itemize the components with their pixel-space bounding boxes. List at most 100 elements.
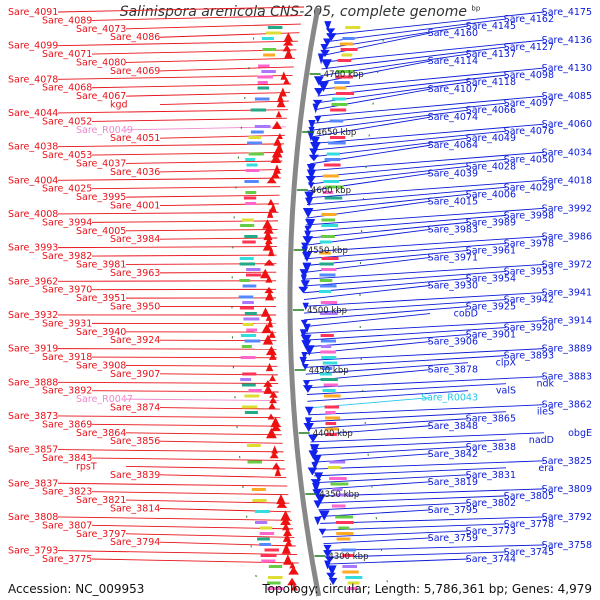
feature-mark	[323, 38, 332, 47]
right-gene-label: Sare_3773	[466, 526, 516, 537]
label-leader	[57, 415, 281, 419]
kbp-tick-label: 4450 kbp	[309, 366, 349, 376]
left-gene-label: Sare_4036	[110, 167, 160, 178]
feature-mark	[335, 521, 354, 524]
left-gene-label: Sare_3775	[42, 554, 92, 565]
right-gene-label: Sare_3805	[504, 491, 554, 502]
feature-mark	[239, 262, 255, 266]
feature-mark	[323, 174, 339, 178]
feature-mark	[326, 572, 336, 580]
feature-mark	[310, 136, 320, 147]
right-gene-label: cobD	[454, 309, 478, 320]
kbp-tick-label: 4300 kbp	[328, 552, 368, 562]
label-leader	[319, 60, 431, 83]
feature-mark	[245, 202, 256, 205]
right-gene-label: Sare_3802	[466, 498, 516, 509]
feature-mark	[330, 108, 347, 112]
label-leader	[321, 523, 507, 531]
feature-mark	[324, 405, 340, 409]
right-gene-label: Sare_4137	[466, 49, 516, 60]
left-gene-label: Sare_4091	[8, 7, 58, 18]
feature-mark	[270, 152, 282, 164]
label-leader	[308, 411, 507, 423]
feature-mark	[282, 39, 294, 46]
feature-mark	[302, 262, 312, 274]
label-leader	[303, 292, 545, 307]
left-gene-label: Sare_3993	[8, 243, 58, 254]
right-gene-label: Sare_4074	[428, 112, 478, 123]
right-gene-label: Sare_4114	[428, 56, 478, 67]
label-leader	[91, 491, 289, 496]
feature-mark	[318, 81, 330, 92]
feature-mark	[245, 191, 257, 194]
feature-mark	[340, 48, 358, 51]
feature-mark	[245, 158, 256, 161]
label-leader	[125, 432, 282, 436]
left-gene-label: Sare_3794	[110, 537, 160, 548]
right-gene-label: Sare_4039	[428, 168, 478, 179]
feature-mark	[261, 37, 274, 40]
right-gene-label: Sare_4085	[542, 91, 592, 102]
leader-lines	[57, 6, 545, 565]
feature-mark	[251, 488, 266, 491]
label-leader	[304, 327, 507, 341]
label-leader	[313, 109, 469, 131]
right-gene-label: Sare_3901	[466, 330, 516, 341]
feature-mark	[304, 191, 315, 202]
feature-mark	[321, 224, 339, 227]
feature-mark	[320, 339, 336, 343]
right-gene-label: Sare_3831	[466, 470, 516, 481]
label-leader	[125, 398, 280, 401]
feature-mark	[288, 566, 299, 575]
feature-mark	[320, 301, 338, 304]
left-gene-label: Sare_3963	[110, 268, 160, 279]
feature-mark	[324, 556, 335, 563]
feature-mark	[319, 279, 333, 282]
label-leader	[159, 508, 291, 513]
feature-mark	[324, 158, 341, 161]
right-gene-label: Sare_4006	[466, 189, 516, 200]
label-leader	[91, 390, 279, 393]
label-leader	[319, 509, 431, 518]
left-gene-label: Sare_4069	[110, 66, 160, 77]
right-gene-label: Sare_3878	[428, 365, 478, 376]
right-gene-label: ileS	[537, 407, 554, 418]
feature-mark	[335, 75, 353, 79]
left-gene-label: Sare_4008	[8, 209, 58, 220]
label-leader	[305, 355, 507, 368]
label-leader	[57, 177, 281, 181]
label-leader	[314, 95, 545, 117]
label-leader	[305, 207, 545, 226]
left-gene-label: Sare_3808	[8, 512, 58, 523]
feature-mark	[305, 175, 316, 185]
feature-mark	[301, 363, 309, 371]
right-gene-label: Sare_4107	[428, 84, 478, 95]
feature-mark	[239, 306, 254, 310]
right-gene-label: Sare_3862	[542, 400, 592, 411]
feature-mark	[279, 87, 287, 97]
label-leader	[304, 313, 431, 328]
right-gene-label: Sare_3942	[504, 295, 554, 306]
feature-mark	[319, 372, 332, 376]
right-gene-label: Sare_3971	[428, 252, 478, 263]
feature-mark	[246, 444, 261, 447]
right-gene-label: Sare_4175	[542, 7, 592, 18]
right-gene-label: Sare_4136	[542, 35, 592, 46]
feature-mark	[304, 417, 312, 427]
feature-mark	[272, 121, 282, 129]
feature-mark	[265, 362, 274, 372]
label-leader	[125, 57, 296, 63]
feature-mark	[244, 411, 258, 414]
feature-mark	[268, 402, 276, 409]
genome-summary: Topology: circular; Length: 5,786,361 bp…	[262, 582, 592, 596]
feature-mark	[283, 554, 293, 565]
feature-mark	[280, 510, 291, 521]
label-leader	[91, 83, 292, 89]
right-gene-label: Sare_3992	[542, 203, 592, 214]
feature-mark	[281, 543, 291, 554]
label-leader	[91, 186, 281, 190]
feature-mark	[320, 49, 330, 58]
feature-mark	[304, 406, 314, 416]
feature-mark	[325, 185, 344, 189]
label-leader	[159, 373, 278, 376]
